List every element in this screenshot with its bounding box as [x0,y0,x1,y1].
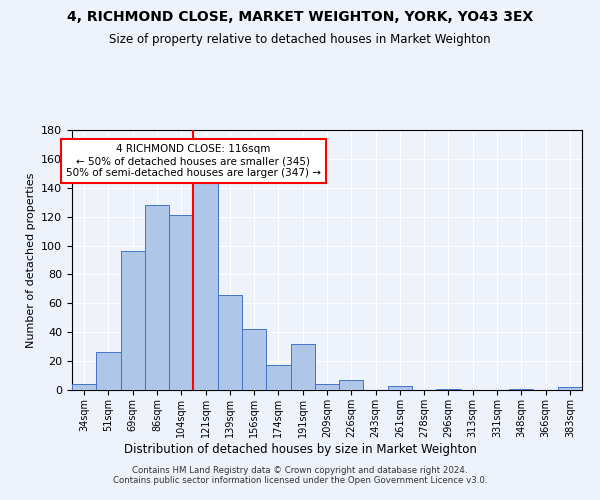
Bar [388,386,412,390]
Bar [218,294,242,390]
Bar [96,352,121,390]
Text: Size of property relative to detached houses in Market Weighton: Size of property relative to detached ho… [109,32,491,46]
Bar [193,172,218,390]
Bar [121,252,145,390]
Bar [290,344,315,390]
Y-axis label: Number of detached properties: Number of detached properties [26,172,35,348]
Bar [436,388,461,390]
Bar [169,215,193,390]
Bar [315,384,339,390]
Bar [558,387,582,390]
Text: Contains HM Land Registry data © Crown copyright and database right 2024.
Contai: Contains HM Land Registry data © Crown c… [113,466,487,485]
Bar [242,330,266,390]
Bar [509,388,533,390]
Text: 4, RICHMOND CLOSE, MARKET WEIGHTON, YORK, YO43 3EX: 4, RICHMOND CLOSE, MARKET WEIGHTON, YORK… [67,10,533,24]
Bar [339,380,364,390]
Text: Distribution of detached houses by size in Market Weighton: Distribution of detached houses by size … [124,442,476,456]
Bar [145,205,169,390]
Bar [72,384,96,390]
Text: 4 RICHMOND CLOSE: 116sqm
← 50% of detached houses are smaller (345)
50% of semi-: 4 RICHMOND CLOSE: 116sqm ← 50% of detach… [66,144,321,178]
Bar [266,366,290,390]
